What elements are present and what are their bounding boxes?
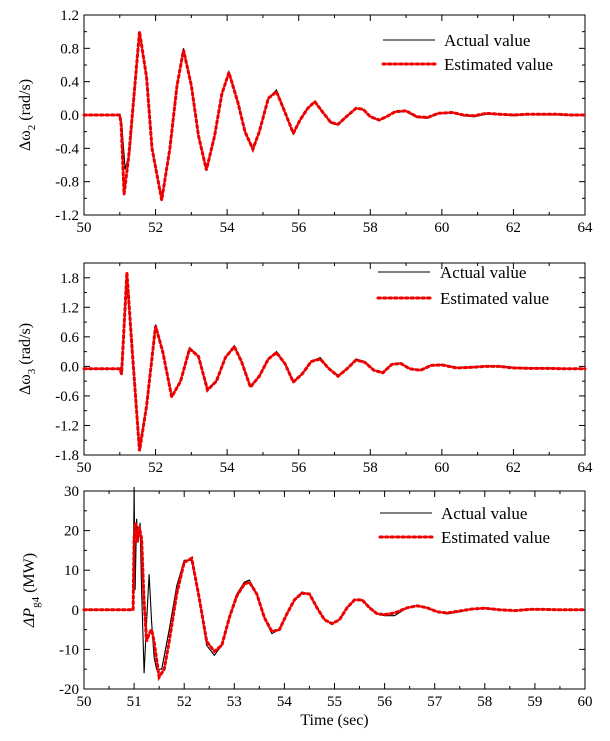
y-tick-label: 20 bbox=[64, 524, 79, 540]
y-tick-label: -20 bbox=[59, 682, 79, 698]
y-tick-label: 1.8 bbox=[60, 271, 79, 287]
y-tick-label: 0.0 bbox=[60, 359, 79, 375]
y-tick-label: 1.2 bbox=[60, 300, 79, 316]
x-tick-label: 56 bbox=[291, 460, 307, 476]
y-axis-label: ΔPg4 (MW) bbox=[21, 553, 42, 628]
series-estimated-line bbox=[82, 272, 587, 452]
y-axis-label-subscript: 3 bbox=[26, 368, 38, 374]
series-estimated-line bbox=[82, 522, 587, 682]
x-tick-label: 60 bbox=[578, 694, 593, 710]
y-axis-label-subscript: 2 bbox=[26, 125, 38, 131]
x-axis-label: Time (sec) bbox=[300, 712, 368, 729]
x-tick-label: 60 bbox=[434, 460, 449, 476]
y-tick-label: 1.2 bbox=[60, 8, 79, 24]
y-tick-label: 30 bbox=[64, 484, 79, 500]
x-tick-label: 57 bbox=[427, 694, 443, 710]
y-tick-label: -1.2 bbox=[55, 208, 79, 224]
y-tick-label: -10 bbox=[59, 642, 79, 658]
y-axis-label-main: Δω bbox=[17, 374, 34, 395]
x-tick-label: 64 bbox=[578, 220, 594, 236]
y-tick-label: -1.8 bbox=[55, 448, 79, 464]
x-tick-label: 52 bbox=[177, 694, 192, 710]
x-tick-label: 50 bbox=[77, 220, 92, 236]
y-axis-label-main: Δω bbox=[17, 130, 34, 151]
legend-entry: Actual value bbox=[444, 31, 530, 50]
x-tick-label: 52 bbox=[148, 460, 163, 476]
x-tick-label: 59 bbox=[527, 694, 542, 710]
x-tick-label: 54 bbox=[220, 220, 236, 236]
y-tick-label: 0.6 bbox=[60, 330, 79, 346]
x-tick-label: 50 bbox=[77, 694, 92, 710]
chart-panel-omega2: 50 52 54 56 58 60 62 64 -1.2 -0.8 -0.4 0.0 0.4 0.8 1.2… bbox=[17, 8, 593, 236]
y-axis-label-unit: (rad/s) bbox=[17, 323, 34, 369]
legend-entry: Estimated value bbox=[444, 55, 553, 74]
x-tick-label: 62 bbox=[506, 460, 521, 476]
y-tick-label: 0.4 bbox=[60, 75, 79, 91]
y-tick-label: 0.8 bbox=[60, 41, 79, 57]
y-tick-label: 10 bbox=[64, 563, 79, 579]
y-axis-label-subscript: g4 bbox=[30, 596, 42, 608]
y-tick-label: 0.0 bbox=[60, 108, 79, 124]
chart-panel-power-g4: 50 51 52 53 54 55 56 57 58 59 60 -20 -10 0 10 20 30 ΔPg4 … bbox=[21, 484, 593, 729]
x-tick-label: 50 bbox=[77, 460, 92, 476]
x-tick-label: 54 bbox=[220, 460, 236, 476]
y-tick-label: -0.6 bbox=[55, 389, 79, 405]
y-axis-label-main: ΔP bbox=[21, 608, 38, 628]
y-axis-label-unit: (rad/s) bbox=[17, 79, 34, 125]
chart-panel-omega3: 50 52 54 56 58 60 62 64 -1.8 -1.2 -0.6 0.0 0.6 1.2 1.8… bbox=[17, 262, 594, 476]
x-tick-label: 58 bbox=[477, 694, 492, 710]
y-tick-label: -0.8 bbox=[55, 175, 79, 191]
y-tick-label: 0 bbox=[72, 603, 80, 619]
y-tick-label: -0.4 bbox=[55, 141, 79, 157]
x-tick-label: 53 bbox=[227, 694, 242, 710]
x-tick-label: 56 bbox=[291, 220, 307, 236]
x-tick-label: 58 bbox=[363, 220, 378, 236]
legend-entry: Actual value bbox=[441, 504, 527, 523]
x-tick-label: 56 bbox=[377, 694, 393, 710]
x-tick-label: 52 bbox=[148, 220, 163, 236]
x-tick-label: 55 bbox=[327, 694, 342, 710]
x-tick-label: 60 bbox=[434, 220, 449, 236]
legend-entry: Estimated value bbox=[441, 528, 550, 547]
x-tick-label: 51 bbox=[127, 694, 142, 710]
series-estimated-line bbox=[82, 31, 587, 201]
y-tick-label: -1.2 bbox=[55, 418, 79, 434]
x-tick-label: 64 bbox=[578, 460, 594, 476]
y-axis-label-unit: (MW) bbox=[21, 553, 38, 597]
y-axis-label: Δω2 (rad/s) bbox=[17, 79, 38, 151]
x-tick-label: 62 bbox=[506, 220, 521, 236]
legend-entry: Estimated value bbox=[440, 289, 549, 308]
x-tick-label: 58 bbox=[363, 460, 378, 476]
legend-entry: Actual value bbox=[440, 263, 526, 282]
y-axis-label: Δω3 (rad/s) bbox=[17, 323, 38, 395]
x-tick-label: 54 bbox=[277, 694, 293, 710]
